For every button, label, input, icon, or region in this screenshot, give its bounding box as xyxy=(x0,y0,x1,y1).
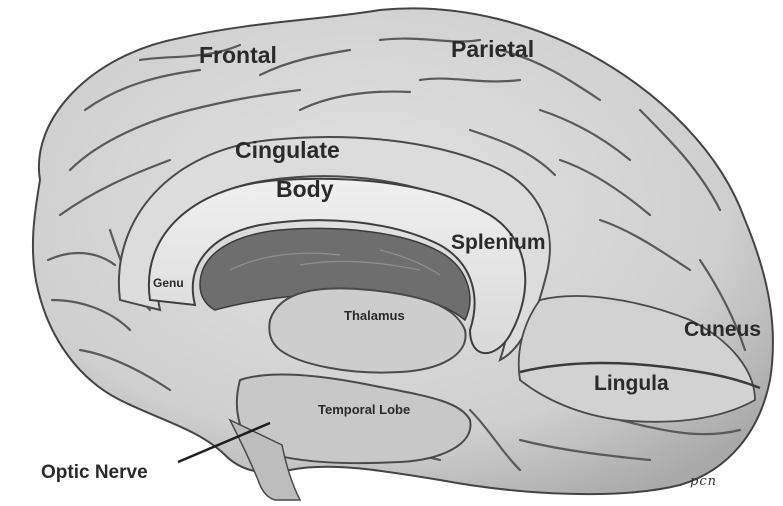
label-lingula: Lingula xyxy=(594,372,669,395)
brainstem xyxy=(228,418,302,501)
thalamus-region xyxy=(268,287,467,374)
label-splenium: Splenium xyxy=(451,231,546,254)
lateral-ventricle xyxy=(199,227,471,322)
label-parietal: Parietal xyxy=(451,36,535,62)
label-frontal: Frontal xyxy=(199,42,277,68)
label-cingulate: Cingulate xyxy=(235,137,340,163)
occipital-region xyxy=(517,295,756,423)
label-cuneus: Cuneus xyxy=(684,318,762,341)
label-body: Body xyxy=(276,176,334,202)
label-thalamus: Thalamus xyxy=(344,308,405,323)
calcarine-sulcus xyxy=(519,361,761,390)
corpus-callosum xyxy=(147,177,527,355)
label-optic-nerve: Optic Nerve xyxy=(41,462,148,483)
label-genu: Genu xyxy=(153,276,184,290)
artist-signature: pcn xyxy=(690,474,717,489)
label-temporal-lobe: Temporal Lobe xyxy=(318,402,411,417)
ventricle-texture xyxy=(229,249,441,276)
optic-nerve-pointer xyxy=(177,421,271,464)
